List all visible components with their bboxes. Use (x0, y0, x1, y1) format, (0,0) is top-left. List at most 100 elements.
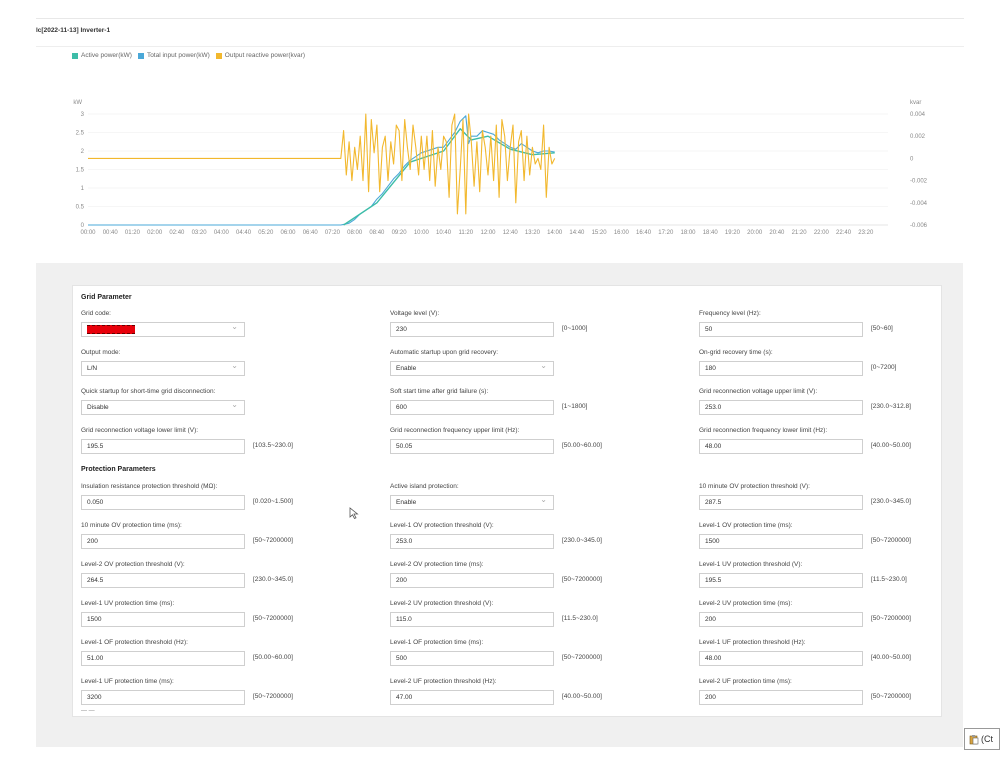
x-tick-label: 10:00 (414, 230, 430, 236)
parameter-input[interactable]: 287.5 (699, 495, 863, 510)
paste-options-widget[interactable]: (Ct (964, 728, 1000, 750)
field-value: 50 (705, 326, 713, 333)
parameter-field: Level-2 UF protection time (ms): 200 [50~7… (699, 678, 941, 714)
parameter-input[interactable]: 195.5 (699, 573, 863, 588)
field-range: [50~7200000] (562, 576, 602, 583)
parameter-input[interactable]: 50 (699, 322, 863, 337)
x-tick-label: 17:20 (658, 230, 674, 236)
parameter-input[interactable]: 600 (390, 400, 554, 415)
parameter-field: Grid reconnection frequency lower limit … (699, 427, 941, 463)
field-value: 48.00 (705, 655, 722, 662)
x-tick-label: 07:20 (325, 230, 341, 236)
field-label: Grid reconnection voltage lower limit (V… (81, 427, 199, 434)
parameter-input[interactable]: 48.00 (699, 651, 863, 666)
field-range: [40.00~50.00] (871, 654, 911, 661)
field-value: 253.0 (396, 538, 413, 545)
parameter-field: Grid code: (81, 310, 381, 346)
field-label: Level-2 UF protection time (ms): (699, 678, 792, 685)
parameter-field: Level-1 UV protection time (ms): 1500 [50~… (81, 600, 381, 636)
field-range: [50~7200000] (253, 537, 293, 544)
field-value: 200 (87, 538, 98, 545)
parameter-input[interactable]: 48.00 (699, 439, 863, 454)
parameter-input[interactable]: 230 (390, 322, 554, 337)
field-value: 264.5 (87, 577, 104, 584)
field-value: 500 (396, 655, 407, 662)
mouse-cursor-icon (349, 507, 359, 519)
parameter-input[interactable]: 180 (699, 361, 863, 376)
parameter-select[interactable]: L/N (81, 359, 245, 376)
parameter-field: Active island protection: Enable (390, 483, 690, 519)
field-label: 10 minute OV protection threshold (V): (699, 483, 810, 490)
parameter-input[interactable]: 115.0 (390, 612, 554, 627)
x-tick-label: 00:00 (80, 230, 96, 236)
field-range: [50~7200000] (871, 693, 911, 700)
parameter-field: Level-2 UV protection threshold (V): 115.… (390, 600, 690, 636)
parameter-input[interactable]: 200 (81, 534, 245, 549)
x-tick-label: 20:00 (747, 230, 763, 236)
parameter-field: On-grid recovery time (s): 180 [0~7200] (699, 349, 941, 385)
parameter-field: Level-1 UV protection threshold (V): 195.… (699, 561, 941, 597)
y-left-tick-label: 2.5 (76, 131, 85, 137)
y-right-tick-label: 0.004 (910, 112, 926, 118)
parameter-field: Quick startup for short-time grid discon… (81, 388, 381, 424)
x-tick-label: 13:20 (525, 230, 541, 236)
x-tick-label: 01:20 (125, 230, 141, 236)
parameter-input[interactable]: 264.5 (81, 573, 245, 588)
y-right-tick-label: 0.002 (910, 134, 926, 140)
field-value: 1500 (87, 616, 102, 623)
field-value: 180 (705, 365, 716, 372)
field-label: Grid code: (81, 310, 111, 317)
parameter-field: Insulation resistance protection thresho… (81, 483, 381, 519)
field-label: Quick startup for short-time grid discon… (81, 388, 216, 395)
legend-swatch (137, 52, 144, 59)
x-tick-label: 16:00 (614, 230, 630, 236)
legend-item[interactable]: Output reactive power(kvar) (215, 52, 305, 59)
parameter-select[interactable]: Enable (390, 493, 554, 510)
parameter-input[interactable]: 47.00 (390, 690, 554, 705)
parameter-input[interactable]: 200 (699, 690, 863, 705)
x-tick-label: 00:40 (103, 230, 119, 236)
field-label: Grid reconnection frequency lower limit … (699, 427, 828, 434)
parameter-input[interactable]: 1500 (81, 612, 245, 627)
field-range: [230.0~345.0] (253, 576, 293, 583)
legend-item[interactable]: Total input power(kW) (137, 52, 210, 59)
field-range: [50~7200000] (253, 693, 293, 700)
x-tick-label: 19:20 (725, 230, 741, 236)
parameter-input[interactable]: 51.00 (81, 651, 245, 666)
field-label: Level-1 UF protection time (ms): (81, 678, 174, 685)
parameter-input[interactable]: 253.0 (390, 534, 554, 549)
field-range: [50~60] (871, 325, 893, 332)
parameter-field: Grid reconnection voltage lower limit (V… (81, 427, 381, 463)
next-section-title-cutoff: — — (81, 708, 95, 714)
field-value: 195.5 (87, 443, 104, 450)
field-value: 253.0 (705, 404, 722, 411)
x-tick-label: 22:40 (836, 230, 852, 236)
parameter-input[interactable]: 1500 (699, 534, 863, 549)
field-range: [0~7200] (871, 364, 897, 371)
field-value: 230 (396, 326, 407, 333)
field-range: [0~1000] (562, 325, 588, 332)
parameter-input[interactable]: 500 (390, 651, 554, 666)
field-label: Level-2 OV protection time (ms): (390, 561, 484, 568)
parameter-select[interactable]: Enable (390, 359, 554, 376)
legend-item[interactable]: Active power(kW) (72, 52, 132, 59)
field-label: Level-1 OF protection time (ms): (390, 639, 484, 646)
chart-title-divider (36, 46, 964, 47)
field-value: 600 (396, 404, 407, 411)
parameter-field: Level-2 OV protection time (ms): 200 [50~7… (390, 561, 690, 597)
field-value: 200 (396, 577, 407, 584)
parameter-input[interactable]: 0.050 (81, 495, 245, 510)
field-value: 50.05 (396, 443, 413, 450)
x-tick-label: 06:00 (280, 230, 296, 236)
parameter-input[interactable]: 3200 (81, 690, 245, 705)
parameter-input[interactable]: 200 (390, 573, 554, 588)
field-label: Level-1 UV protection threshold (V): (699, 561, 803, 568)
field-range: [230.0~345.0] (562, 537, 602, 544)
parameter-select[interactable]: Disable (81, 398, 245, 415)
parameter-input[interactable]: 253.0 (699, 400, 863, 415)
parameter-input[interactable]: 195.5 (81, 439, 245, 454)
parameter-input[interactable]: 200 (699, 612, 863, 627)
parameter-input[interactable]: 50.05 (390, 439, 554, 454)
field-value: 0.050 (87, 499, 104, 506)
parameter-select[interactable] (81, 320, 245, 337)
